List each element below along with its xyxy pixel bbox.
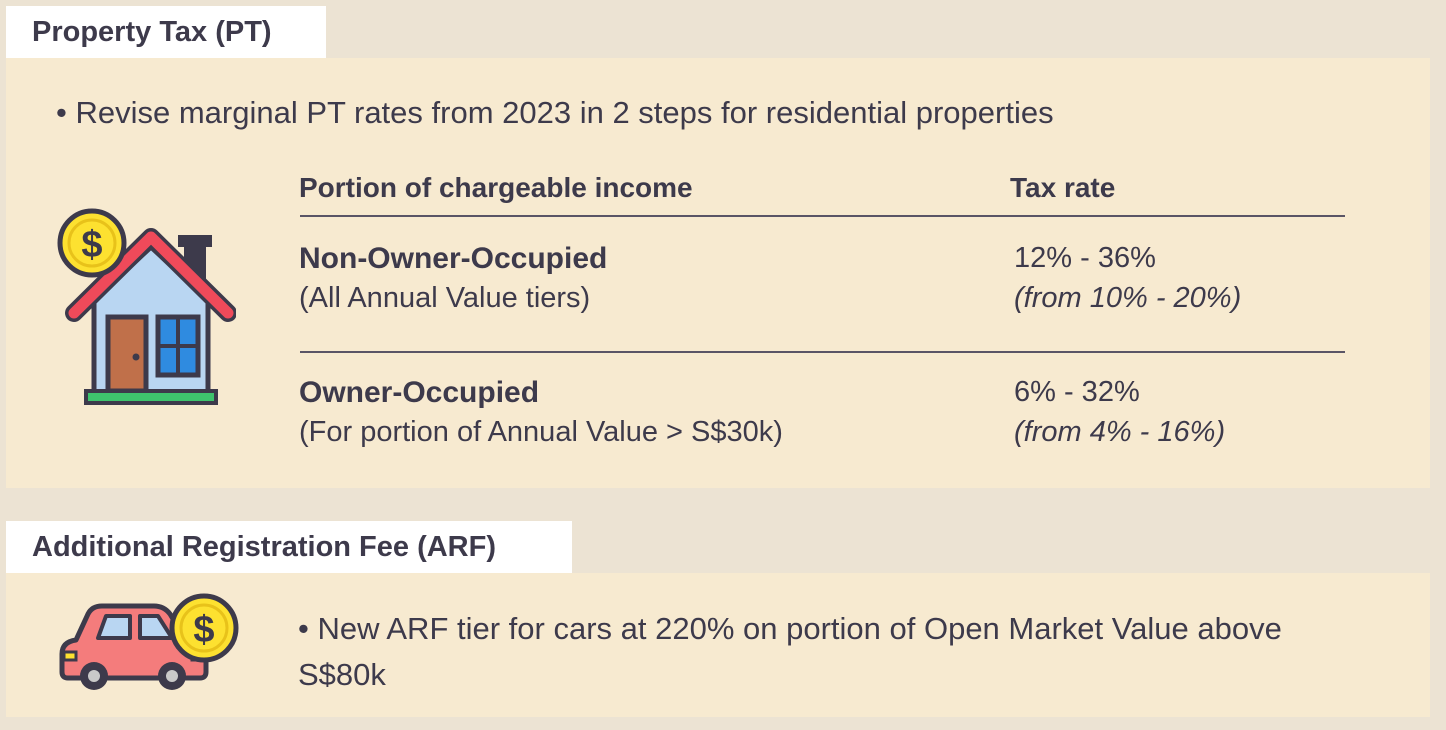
arf-title: Additional Registration Fee (ARF) (32, 530, 496, 563)
row-non-owner-occupied-previous-rate: (from 10% - 20%) (1014, 282, 1242, 314)
property-tax-panel (6, 58, 1430, 488)
row-owner-occupied-rate: 6% - 32% (1014, 376, 1140, 408)
row-non-owner-occupied-title: Non-Owner-Occupied (299, 242, 608, 275)
property-tax-title: Property Tax (PT) (32, 15, 272, 48)
table-header-divider (300, 215, 1345, 217)
row-owner-occupied-previous-rate: (from 4% - 16%) (1014, 416, 1226, 448)
house-with-dollar-coin-icon: $ (57, 208, 236, 405)
table-row-divider (300, 351, 1345, 353)
arf-tab: Additional Registration Fee (ARF) (6, 521, 572, 573)
row-owner-occupied-subtitle: (For portion of Annual Value > S$30k) (299, 416, 783, 448)
arf-bullet: • New ARF tier for cars at 220% on porti… (298, 611, 1282, 692)
property-tax-tab: Property Tax (PT) (6, 6, 326, 58)
row-non-owner-occupied-rate: 12% - 36% (1014, 242, 1156, 274)
svg-text:$: $ (81, 224, 102, 266)
arf-panel (6, 573, 1430, 717)
property-tax-bullet: • Revise marginal PT rates from 2023 in … (56, 95, 1054, 130)
row-non-owner-occupied-subtitle: (All Annual Value tiers) (299, 282, 591, 314)
svg-text:$: $ (193, 609, 214, 651)
column-header-portion: Portion of chargeable income (299, 172, 693, 203)
row-owner-occupied-title: Owner-Occupied (299, 376, 540, 409)
car-with-dollar-coin-icon: $ (59, 593, 239, 690)
column-header-tax-rate: Tax rate (1010, 172, 1116, 203)
